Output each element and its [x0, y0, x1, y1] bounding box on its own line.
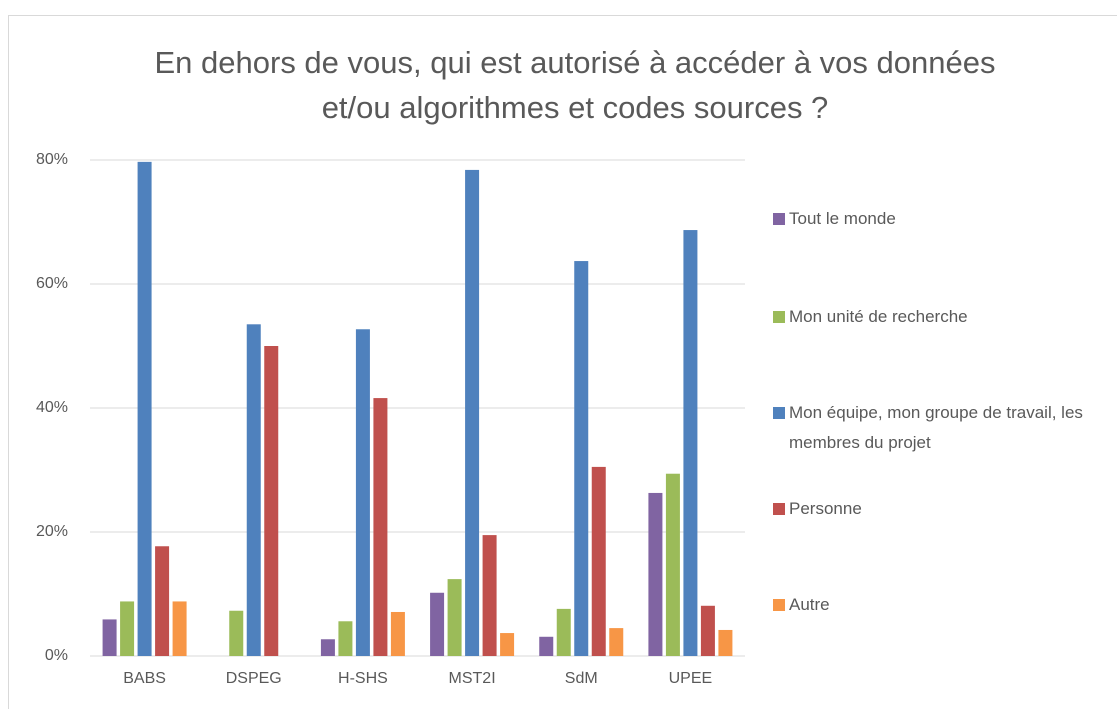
legend-item: Mon unité de recherche [773, 302, 1083, 332]
bar [172, 601, 187, 656]
legend-label: Autre [789, 595, 830, 614]
legend-item: Tout le monde [773, 204, 1083, 234]
bar [338, 621, 353, 656]
bar [246, 324, 261, 656]
bar [355, 329, 370, 656]
bar [137, 161, 152, 657]
bar [155, 546, 170, 656]
legend-label: Personne [789, 499, 862, 518]
y-tick-label: 40% [36, 399, 68, 416]
x-tick-label: UPEE [669, 670, 713, 687]
legend-item: Autre [773, 590, 1083, 620]
legend-label: Mon unité de recherche [789, 307, 968, 326]
bar [229, 610, 244, 656]
legend-label: Tout le monde [789, 209, 896, 228]
bar [264, 346, 279, 656]
bar [683, 230, 698, 656]
bar [609, 628, 624, 656]
bar [390, 611, 405, 656]
chart-border [8, 15, 1117, 709]
bar [120, 601, 135, 656]
x-tick-label: H-SHS [338, 670, 388, 687]
bar [539, 636, 554, 656]
x-tick-label: SdM [565, 670, 598, 687]
bar [465, 169, 480, 657]
bar [500, 633, 515, 656]
legend-item: Personne [773, 494, 1083, 524]
legend-swatch [773, 407, 785, 419]
bar [700, 605, 715, 656]
legend-swatch [773, 213, 785, 225]
bar [482, 535, 497, 656]
legend-swatch [773, 599, 785, 611]
bar [591, 466, 606, 656]
y-tick-label: 0% [45, 647, 68, 664]
bar [556, 608, 571, 656]
y-tick-label: 80% [36, 151, 68, 168]
legend-swatch [773, 503, 785, 515]
legend-item: Mon équipe, mon groupe de travail, les m… [773, 398, 1083, 458]
bar [320, 639, 335, 656]
bar [718, 629, 733, 656]
bar [430, 592, 445, 656]
legend-swatch [773, 311, 785, 323]
x-tick-label: MST2I [449, 670, 496, 687]
x-tick-label: BABS [123, 670, 166, 687]
chart-title: En dehors de vous, qui est autorisé à ac… [154, 45, 996, 125]
bar [373, 398, 388, 656]
bar [665, 473, 680, 656]
bar [648, 492, 663, 656]
bar [574, 261, 589, 656]
legend-label: Mon équipe, mon groupe de travail, les m… [789, 403, 1083, 452]
y-tick-label: 20% [36, 523, 68, 540]
y-tick-label: 60% [36, 275, 68, 292]
bar [447, 579, 462, 656]
bar [102, 619, 117, 656]
x-tick-label: DSPEG [226, 670, 282, 687]
